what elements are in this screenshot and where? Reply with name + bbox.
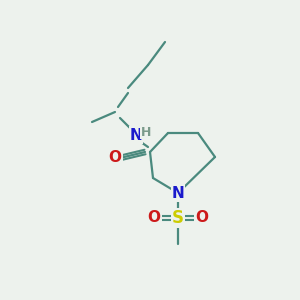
- Text: O: O: [196, 211, 208, 226]
- Text: H: H: [141, 125, 151, 139]
- Text: O: O: [148, 211, 160, 226]
- Text: N: N: [130, 128, 142, 142]
- Text: O: O: [109, 151, 122, 166]
- Text: S: S: [172, 209, 184, 227]
- Text: N: N: [172, 185, 184, 200]
